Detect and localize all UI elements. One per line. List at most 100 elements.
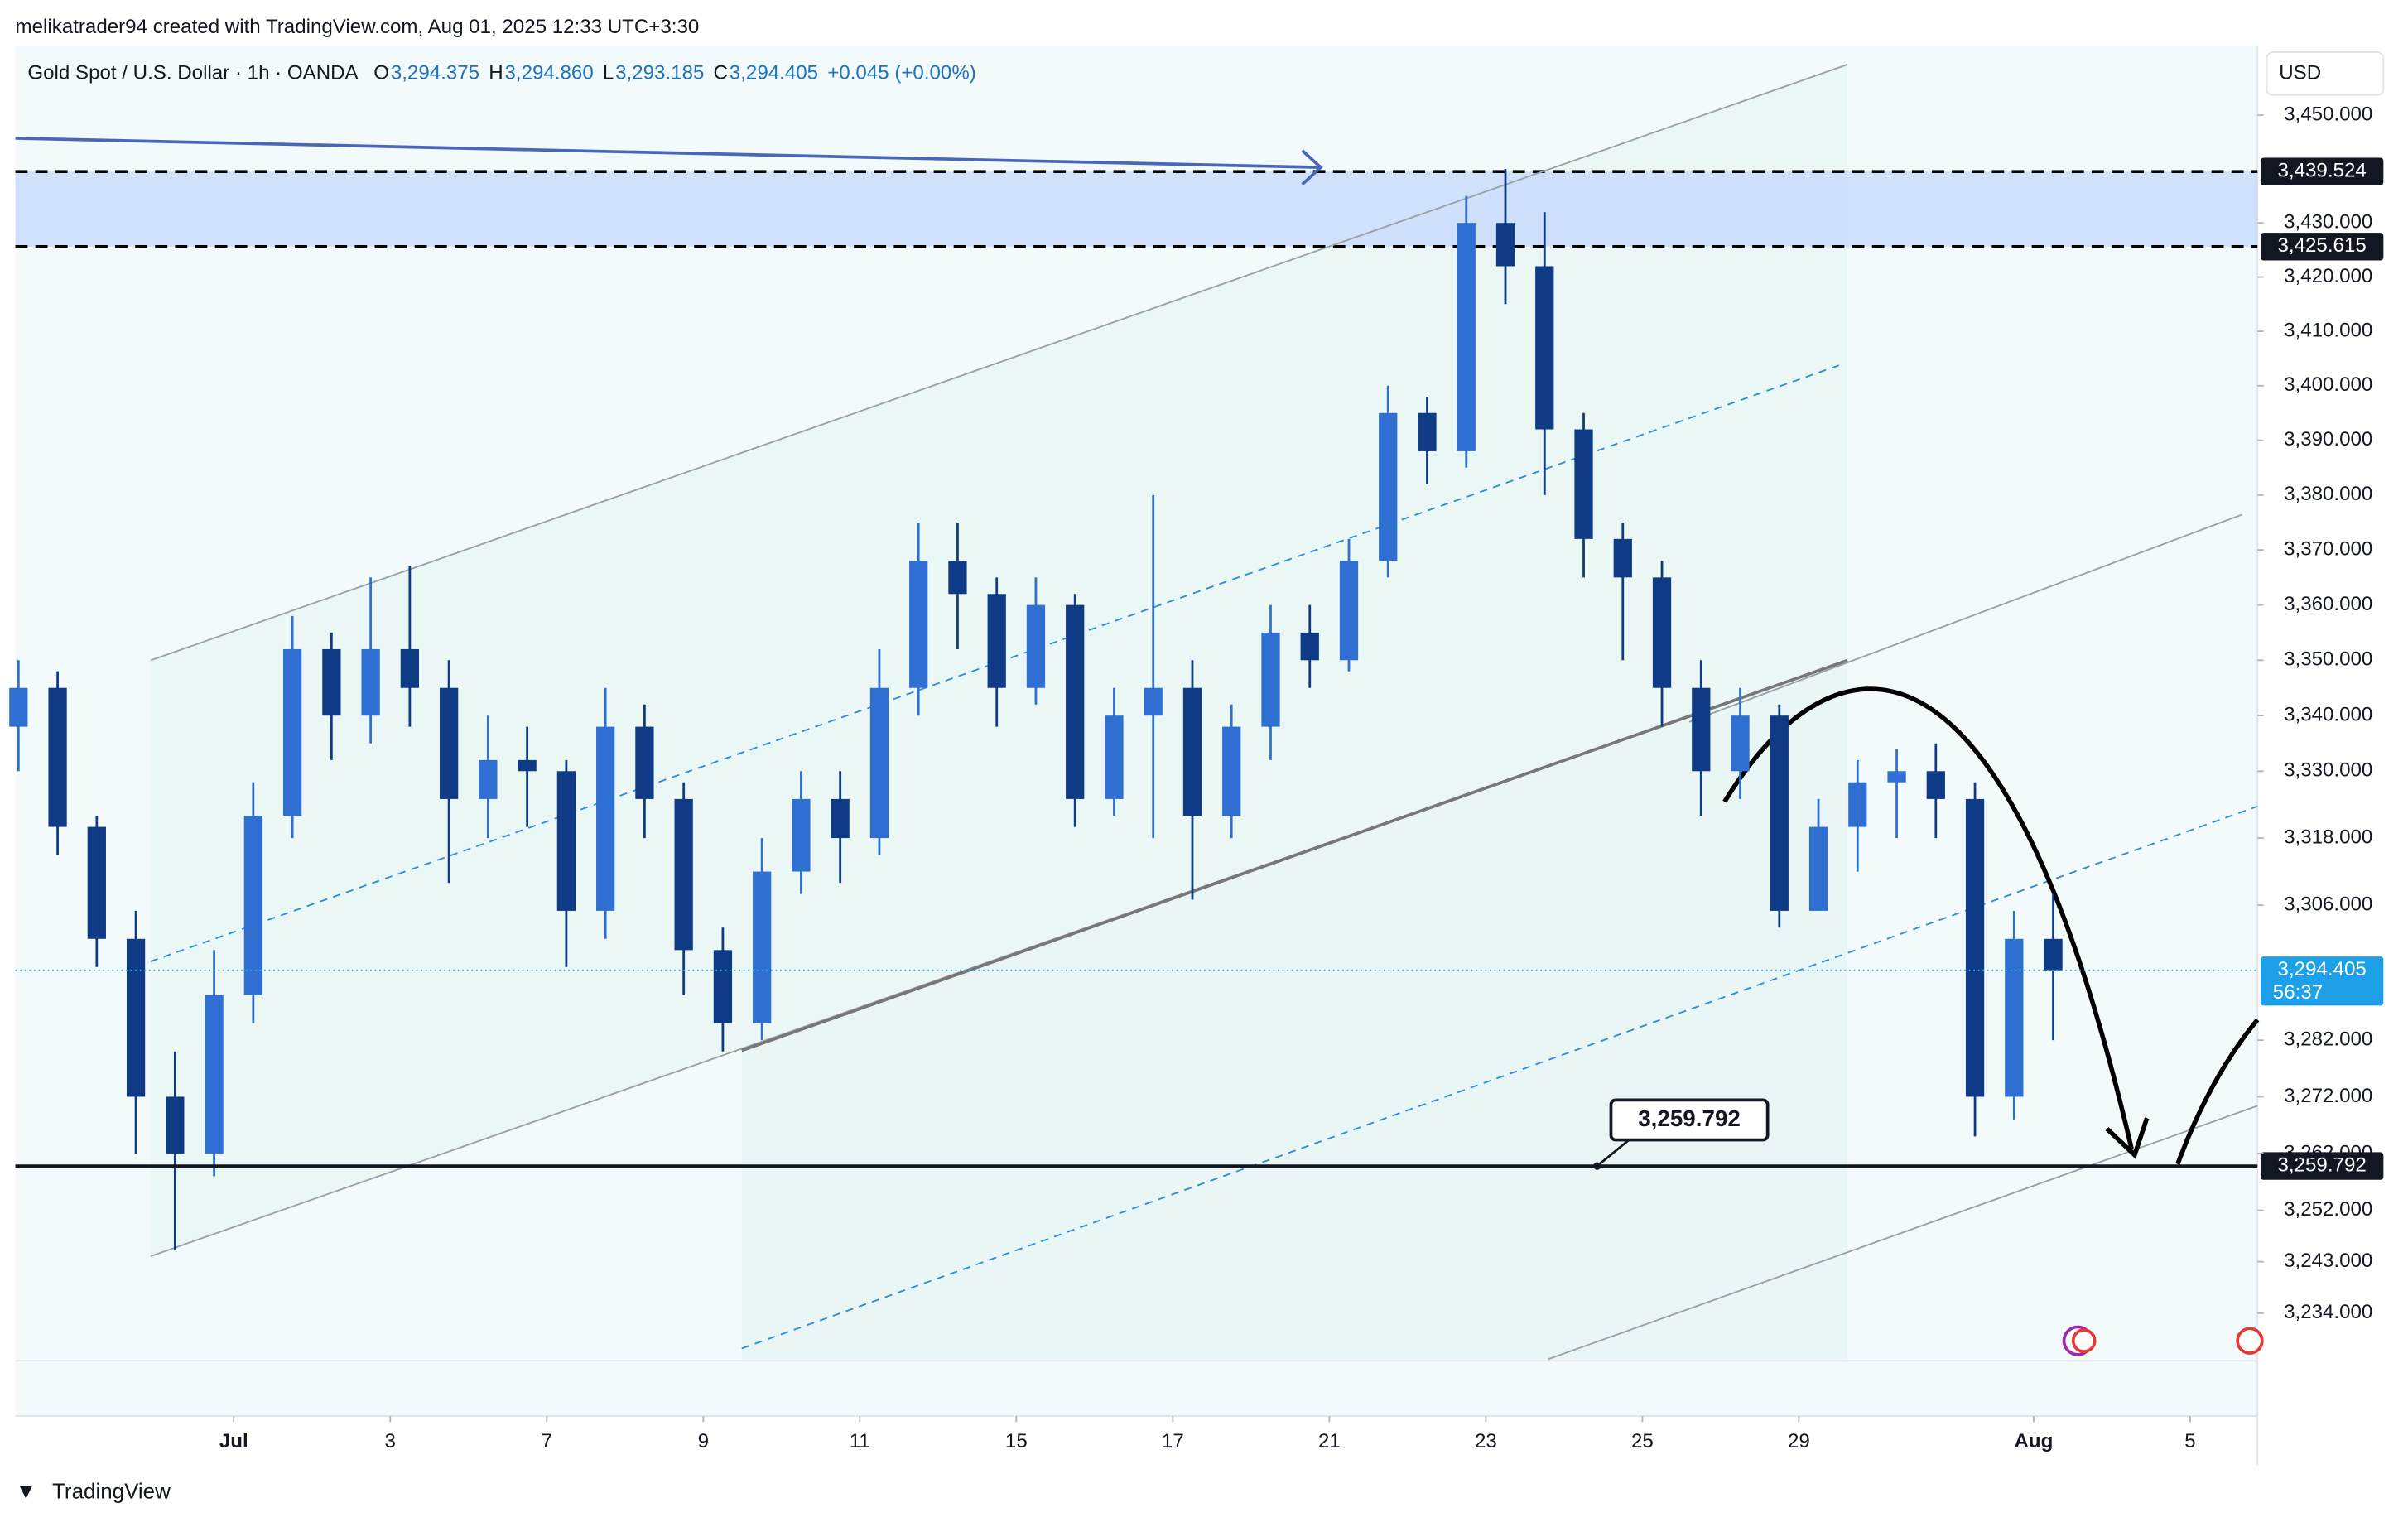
candle-body — [1652, 577, 1672, 688]
candle-body — [1300, 632, 1319, 661]
y-tick-label: 3,350.000 — [2284, 648, 2372, 671]
legend-value: 3,293.185 — [615, 61, 704, 84]
arrow-head — [1301, 149, 1323, 185]
callout-label: 3,259.792 — [1638, 1105, 1741, 1131]
price-tag — [2260, 157, 2384, 185]
x-tick-label: 25 — [1631, 1430, 1654, 1452]
candle-body — [1965, 798, 1985, 1097]
candle-body — [9, 687, 28, 727]
channel-base — [741, 658, 1848, 1052]
x-tick-label: 7 — [542, 1430, 552, 1452]
x-tick-label: 3 — [385, 1430, 396, 1452]
projection-curve — [2175, 1018, 2260, 1165]
x-axis-band — [15, 1416, 2258, 1466]
currency[interactable]: USD — [2279, 61, 2321, 84]
candle-body — [674, 798, 693, 951]
x-tick-label: Jul — [219, 1430, 248, 1452]
price-tag-label: 3,259.792 — [2278, 1154, 2367, 1176]
candle-body — [2005, 938, 2024, 1097]
y-tick-label: 3,306.000 — [2284, 893, 2372, 916]
candle-body — [322, 648, 341, 716]
trend-arrow — [15, 137, 1321, 170]
channel2-upper — [1688, 513, 2243, 723]
legend-change: +0.045 (+0.00%) — [827, 61, 976, 84]
candle-body — [635, 726, 654, 799]
candle-body — [48, 687, 67, 827]
currency-box[interactable] — [2266, 51, 2385, 96]
y-tick-label: 3,234.000 — [2284, 1301, 2372, 1323]
header: melikatrader94 created with TradingView.… — [16, 16, 700, 38]
last-price-tag — [2260, 956, 2384, 1006]
legend-key: C — [714, 61, 728, 84]
event-icon — [2071, 1328, 2097, 1353]
candle-body — [479, 759, 498, 799]
x-tick-label: 23 — [1475, 1430, 1497, 1452]
candle-body — [126, 938, 146, 1097]
candle-body — [1887, 771, 1906, 783]
candle-body — [753, 871, 772, 1023]
y-tick-label: 3,243.000 — [2284, 1250, 2372, 1272]
candle-body — [1182, 687, 1202, 816]
candle-body — [792, 798, 811, 872]
callout-dot — [1593, 1162, 1601, 1170]
levels: 3,439.524 3,425.615 3,259.792 3,259.792 3,29… — [15, 157, 2384, 1180]
legend-value: 3,294.860 — [504, 61, 593, 84]
candle-body — [1105, 715, 1124, 799]
candle-body — [1339, 561, 1359, 661]
legend-value: 3,294.405 — [730, 61, 818, 84]
candle-body — [1495, 223, 1515, 267]
channel-mid — [150, 363, 1843, 962]
candle-body — [361, 648, 380, 716]
candle-body — [1144, 687, 1163, 716]
price-tag — [2260, 233, 2384, 261]
brand-logo: ▼ — [16, 1479, 37, 1504]
legend-key: H — [489, 61, 503, 84]
callout-pointer — [1596, 1137, 1632, 1168]
candle-body — [1613, 538, 1632, 578]
candle-body — [1692, 687, 1711, 772]
x-tick-label: 9 — [698, 1430, 709, 1452]
y-tick-label: 3,380.000 — [2284, 483, 2372, 505]
y-tick-label: 3,318.000 — [2284, 826, 2372, 848]
price-tag-label: 3,425.615 — [2278, 234, 2367, 257]
candle-body — [205, 995, 224, 1154]
y-tick-label: 3,430.000 — [2284, 211, 2372, 234]
candle-body — [1261, 632, 1280, 727]
y-tick-label: 3,370.000 — [2284, 537, 2372, 560]
y-tick-label: 3,390.000 — [2284, 428, 2372, 450]
candle-body — [1026, 604, 1046, 688]
candle-body — [1418, 412, 1437, 451]
candle-body — [1379, 412, 1398, 561]
channel2-mid — [741, 805, 2258, 1350]
resistance-zone — [15, 170, 2258, 248]
brand: TradingView — [52, 1479, 171, 1504]
x-tick-label: 11 — [850, 1430, 870, 1452]
y-tick-label: 3,282.000 — [2284, 1028, 2372, 1051]
candle-body — [87, 826, 106, 939]
candle-body — [869, 687, 889, 839]
x-tick-label: Aug — [2015, 1430, 2054, 1452]
legend-key: O — [373, 61, 389, 84]
candle-body — [987, 594, 1006, 688]
y-tick-label: 3,450.000 — [2284, 104, 2372, 126]
candle-body — [909, 561, 928, 688]
candle-body — [243, 816, 262, 995]
candle-body — [166, 1096, 185, 1154]
candle-body — [1770, 715, 1789, 911]
candle-body — [831, 798, 850, 839]
candles — [9, 169, 2063, 1250]
y-tick-label: 3,360.000 — [2284, 593, 2372, 615]
y-tick-label: 3,262.000 — [2284, 1141, 2372, 1163]
legend-value: 3,294.375 — [391, 61, 479, 84]
callout-box — [1609, 1098, 1770, 1142]
candle-body — [713, 950, 733, 1023]
channel-upper — [150, 64, 1848, 662]
candle-body — [1926, 771, 1945, 799]
x-tick-label: 15 — [1005, 1430, 1028, 1452]
y-tick-label: 3,400.000 — [2284, 373, 2372, 396]
x-tick-label: 17 — [1162, 1430, 1184, 1452]
candle-body — [1535, 266, 1554, 430]
candle-body — [1848, 782, 1867, 827]
